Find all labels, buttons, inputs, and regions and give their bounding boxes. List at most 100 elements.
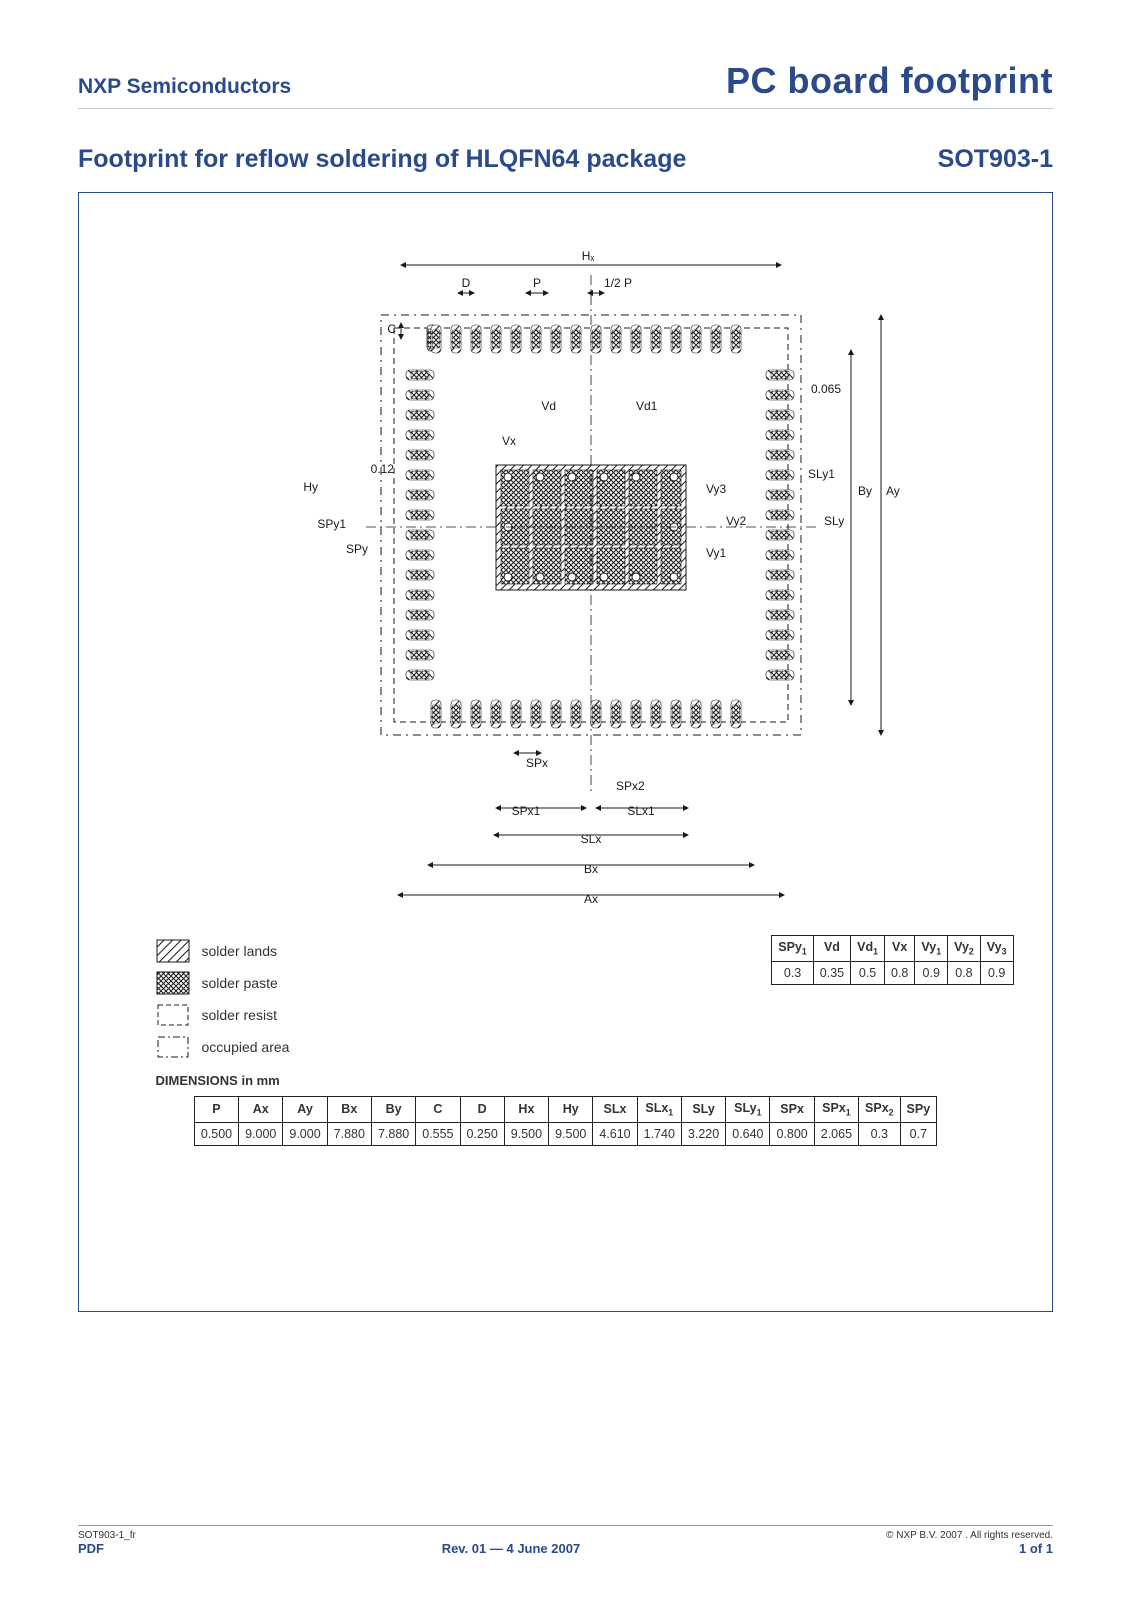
label-by: By xyxy=(858,484,872,498)
footer-left: SOT903-1_fr PDF xyxy=(78,1530,136,1556)
big-td: 4.610 xyxy=(593,1122,637,1145)
big-th: C xyxy=(416,1097,460,1123)
big-th: SPx2 xyxy=(859,1097,901,1123)
big-td: 9.500 xyxy=(549,1122,593,1145)
small-th: Vy3 xyxy=(980,936,1013,962)
big-th: SPy xyxy=(900,1097,937,1123)
page-footer: SOT903-1_fr PDF Rev. 01 — 4 June 2007 © … xyxy=(78,1525,1053,1556)
footer-rev: Rev. 01 — 4 June 2007 xyxy=(442,1541,581,1556)
footer-right: © NXP B.V. 2007 . All rights reserved. 1… xyxy=(886,1530,1053,1556)
brand-name: NXP Semiconductors xyxy=(78,75,291,99)
label-vy3: Vy3 xyxy=(706,482,727,496)
dimensions-table-small: SPy1VdVd1VxVy1Vy2Vy3 0.30.350.50.80.90.8… xyxy=(771,935,1013,985)
hatch-icon xyxy=(156,939,190,963)
label-012: 0.12 xyxy=(370,462,394,476)
label-vx: Vx xyxy=(501,434,515,448)
big-td: 0.555 xyxy=(416,1122,460,1145)
label-slx1: SLx1 xyxy=(627,804,655,818)
dash-box-icon xyxy=(156,1003,190,1027)
legend-occupied-area-label: occupied area xyxy=(202,1039,290,1055)
label-hy: Hy xyxy=(303,480,318,494)
dimensions-heading: DIMENSIONS in mm xyxy=(96,1073,1036,1088)
dimensions-table-big: PAxAyBxByCDHxHySLxSLx1SLySLy1SPxSPx1SPx2… xyxy=(194,1096,937,1146)
package-code: SOT903-1 xyxy=(938,145,1053,174)
big-td: 7.880 xyxy=(371,1122,415,1145)
big-td: 3.220 xyxy=(681,1122,725,1145)
big-td: 0.800 xyxy=(770,1122,814,1145)
big-th: SLx1 xyxy=(637,1097,681,1123)
small-th: Vy1 xyxy=(915,936,948,962)
legend-occupied-area: occupied area xyxy=(156,1035,456,1059)
label-spx2: SPx2 xyxy=(616,779,645,793)
label-vd1: Vd1 xyxy=(636,399,658,413)
label-sly: SLy xyxy=(824,514,844,528)
small-td: 0.8 xyxy=(885,961,915,984)
cross-icon xyxy=(156,971,190,995)
big-th: SLy1 xyxy=(726,1097,770,1123)
legend-solder-resist: solder resist xyxy=(156,1003,456,1027)
small-th: Vy2 xyxy=(948,936,981,962)
dashdot-box-icon xyxy=(156,1035,190,1059)
big-th: SLy xyxy=(681,1097,725,1123)
label-ay: Ay xyxy=(886,484,900,498)
label-spx: SPx xyxy=(526,756,548,770)
label-sly1: SLy1 xyxy=(808,467,835,481)
label-halfp: 1/2 P xyxy=(604,276,632,290)
big-td: 9.000 xyxy=(239,1122,283,1145)
diagram-svg: Hₓ D P 1/2 P C 0.12 Hy xyxy=(196,215,936,935)
big-td: 1.740 xyxy=(637,1122,681,1145)
big-td: 0.7 xyxy=(900,1122,937,1145)
label-bx: Bx xyxy=(583,862,597,876)
small-td: 0.5 xyxy=(851,961,885,984)
page-title: PC board footprint xyxy=(726,60,1053,102)
legend-solder-paste-label: solder paste xyxy=(202,975,278,991)
big-th: By xyxy=(371,1097,415,1123)
big-th: SLx xyxy=(593,1097,637,1123)
legend-solder-paste: solder paste xyxy=(156,971,456,995)
big-td: 0.500 xyxy=(194,1122,238,1145)
label-d: D xyxy=(461,276,470,290)
footer-pdf: PDF xyxy=(78,1541,136,1556)
label-vd: Vd xyxy=(541,399,556,413)
label-spy1: SPy1 xyxy=(317,517,346,531)
big-th: Ay xyxy=(283,1097,327,1123)
footer-copyright: © NXP B.V. 2007 . All rights reserved. xyxy=(886,1530,1053,1541)
legend-solder-lands-label: solder lands xyxy=(202,943,278,959)
big-th: SPx1 xyxy=(814,1097,858,1123)
footprint-diagram: Hₓ D P 1/2 P C 0.12 Hy xyxy=(196,215,936,935)
big-td: 7.880 xyxy=(327,1122,371,1145)
small-td: 0.9 xyxy=(915,961,948,984)
label-spy: SPy xyxy=(345,542,367,556)
small-td: 0.35 xyxy=(813,961,850,984)
legend-solder-lands: solder lands xyxy=(156,939,456,963)
label-vy2: Vy2 xyxy=(726,514,747,528)
small-td: 0.3 xyxy=(772,961,814,984)
big-td: 0.250 xyxy=(460,1122,504,1145)
big-td: 9.500 xyxy=(504,1122,548,1145)
header-row: NXP Semiconductors PC board footprint xyxy=(78,60,1053,109)
big-td: 0.3 xyxy=(859,1122,901,1145)
footer-page: 1 of 1 xyxy=(886,1541,1053,1556)
label-vy1: Vy1 xyxy=(706,546,727,560)
label-slx: SLx xyxy=(580,832,601,846)
big-th: SPx xyxy=(770,1097,814,1123)
big-th: P xyxy=(194,1097,238,1123)
small-th: Vd xyxy=(813,936,850,962)
label-p: P xyxy=(532,276,540,290)
label-spx1: SPx1 xyxy=(511,804,540,818)
page: NXP Semiconductors PC board footprint Fo… xyxy=(0,0,1131,1600)
figure-box: Hₓ D P 1/2 P C 0.12 Hy xyxy=(78,192,1053,1312)
small-th: SPy1 xyxy=(772,936,814,962)
legend-solder-resist-label: solder resist xyxy=(202,1007,277,1023)
small-td: 0.8 xyxy=(948,961,981,984)
label-c: C xyxy=(387,322,396,336)
small-th: Vd1 xyxy=(851,936,885,962)
subheader-row: Footprint for reflow soldering of HLQFN6… xyxy=(78,145,1053,174)
subtitle: Footprint for reflow soldering of HLQFN6… xyxy=(78,145,686,174)
label-hx: Hₓ xyxy=(581,249,594,263)
big-td: 0.640 xyxy=(726,1122,770,1145)
big-th: D xyxy=(460,1097,504,1123)
footer-doc-id: SOT903-1_fr xyxy=(78,1530,136,1541)
big-th: Ax xyxy=(239,1097,283,1123)
big-th: Bx xyxy=(327,1097,371,1123)
